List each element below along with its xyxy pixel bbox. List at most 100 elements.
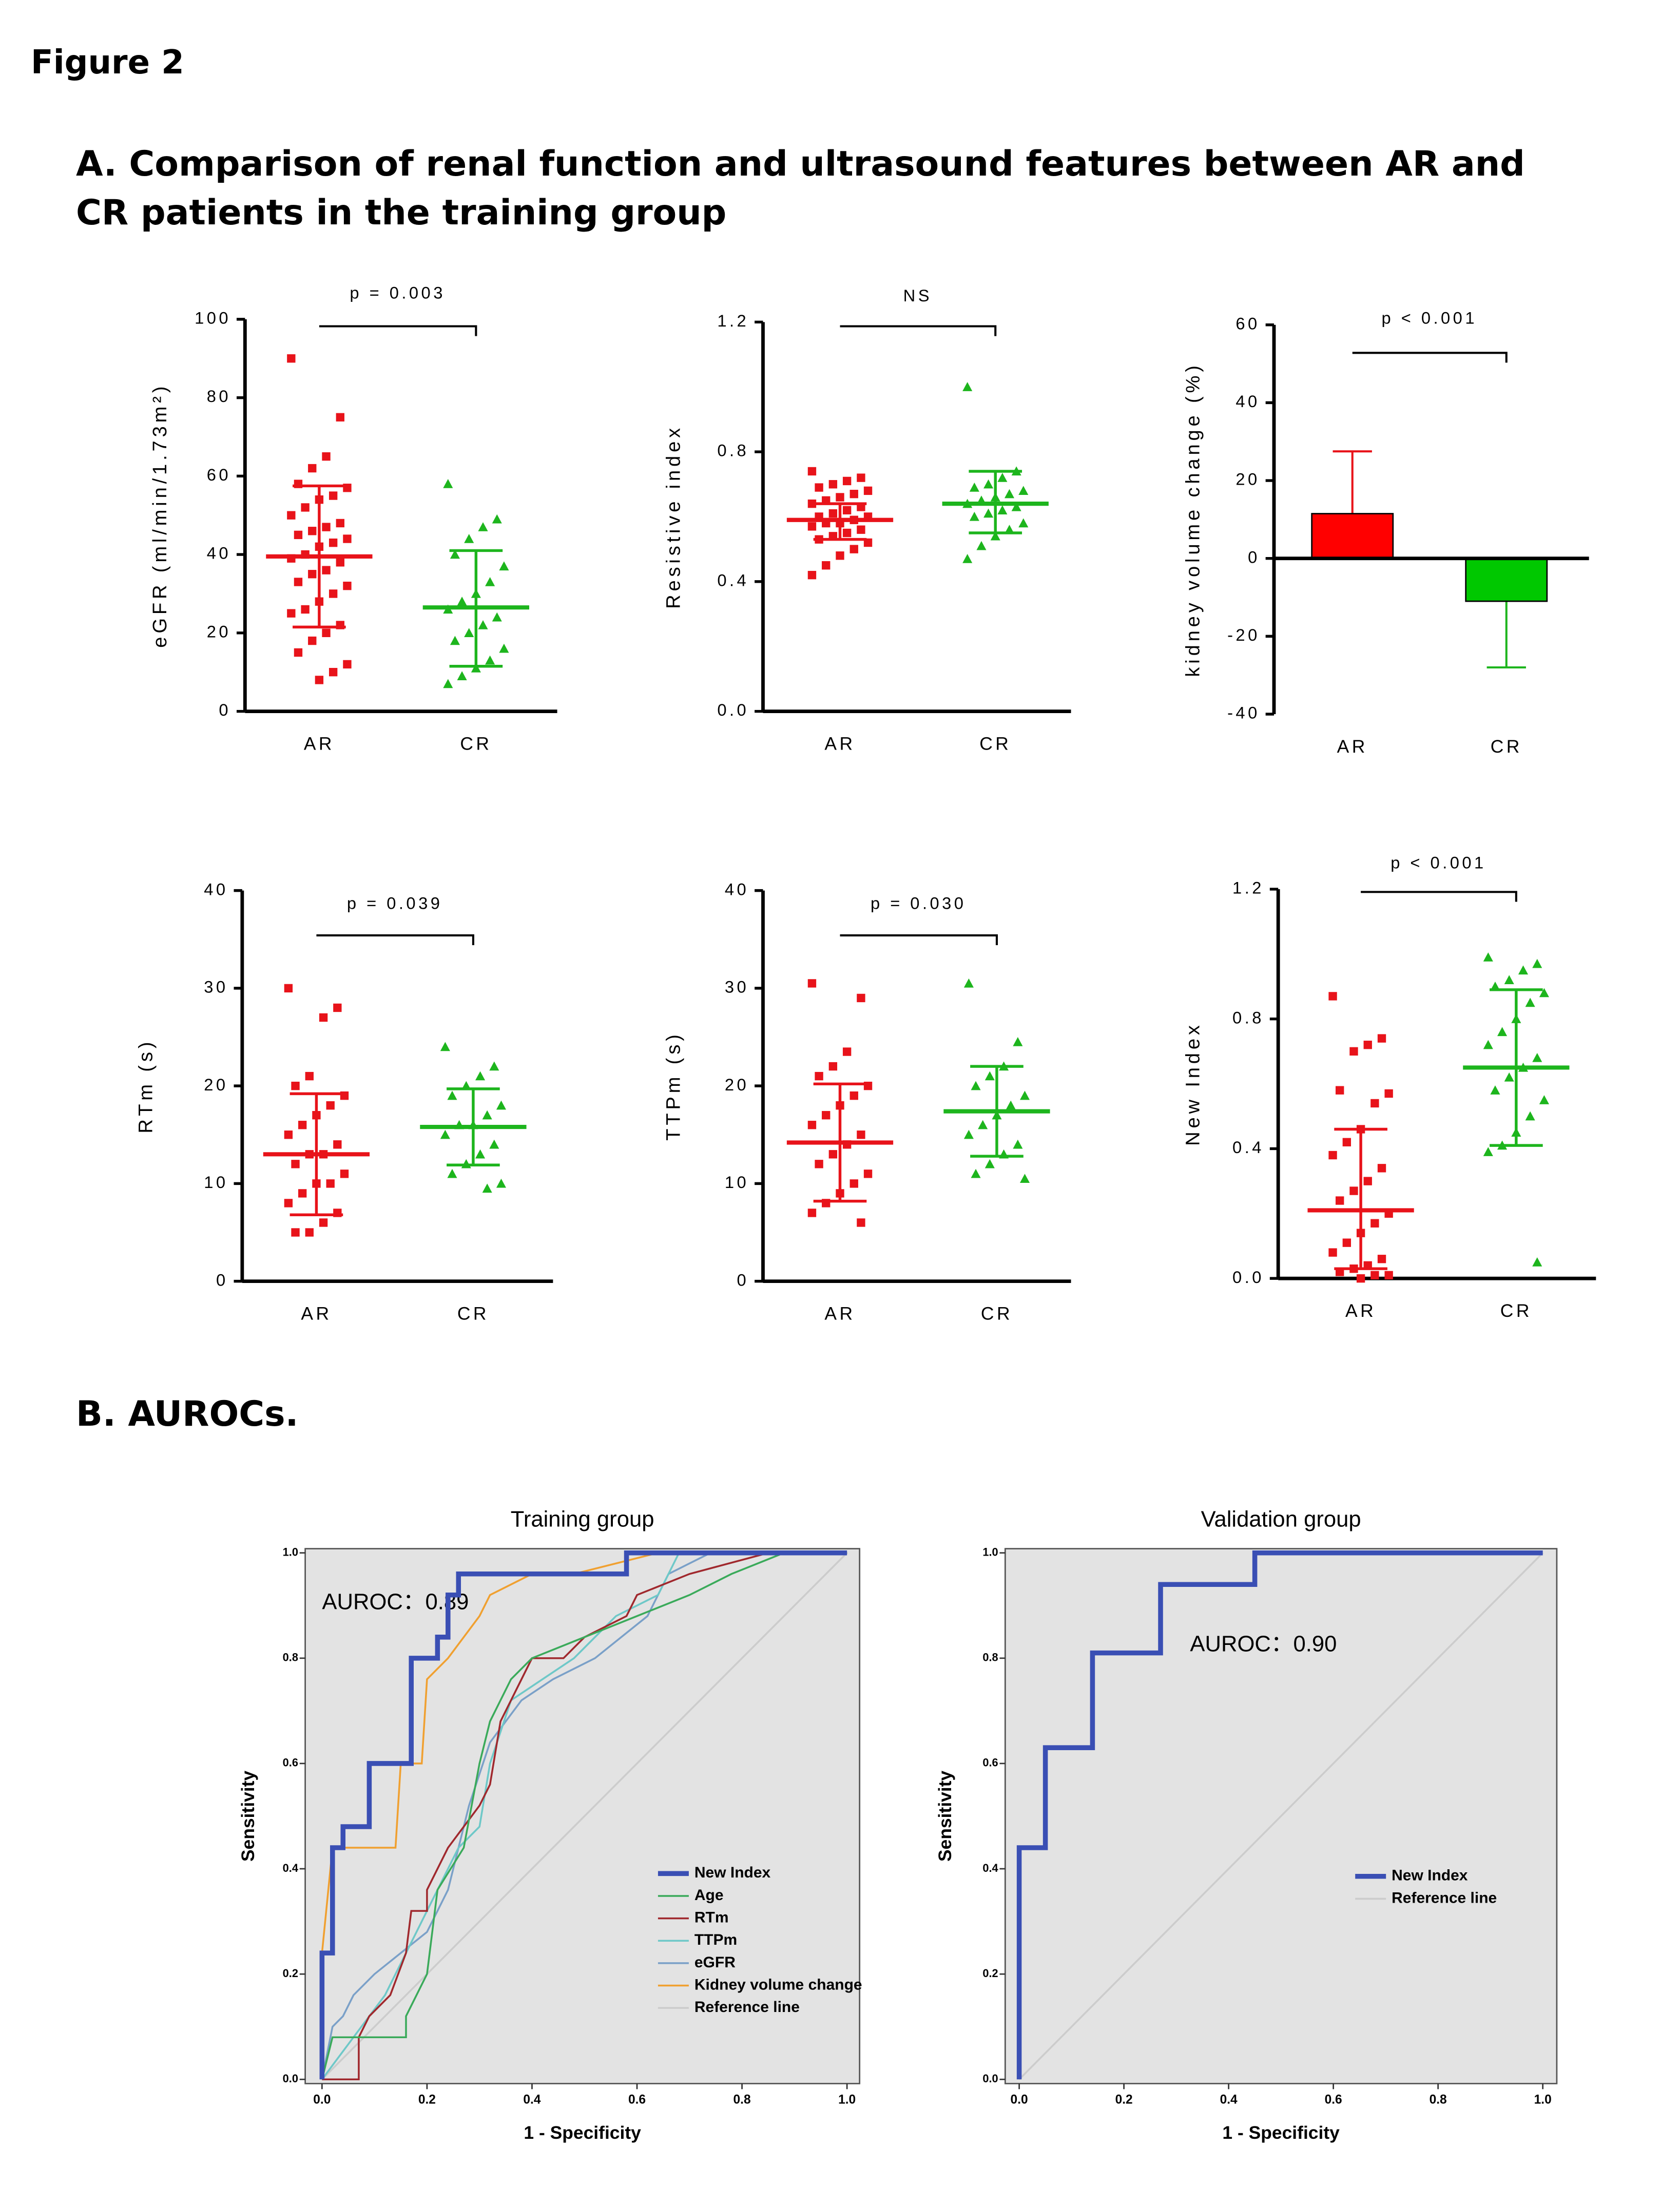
annotation: p = 0.039 bbox=[347, 894, 442, 913]
point bbox=[322, 452, 331, 461]
point bbox=[1490, 1085, 1500, 1095]
x-tick-label: CR bbox=[1500, 1300, 1532, 1321]
point bbox=[447, 1090, 457, 1100]
point bbox=[969, 511, 979, 521]
point bbox=[807, 467, 817, 476]
point bbox=[284, 984, 293, 993]
point bbox=[305, 1071, 314, 1081]
point bbox=[329, 589, 338, 598]
roc-curve bbox=[321, 1552, 848, 2080]
x-tick-label: CR bbox=[1491, 736, 1522, 757]
x-tick-label: 0.8 bbox=[1430, 2093, 1447, 2107]
bar bbox=[1465, 558, 1548, 602]
point bbox=[329, 667, 338, 677]
point bbox=[326, 1101, 335, 1110]
point bbox=[962, 554, 973, 563]
y-tick-label: 0.6 bbox=[283, 1756, 298, 1769]
y-tick-label: 0 bbox=[216, 1270, 228, 1289]
legend-label: Reference line bbox=[1392, 1889, 1497, 1906]
roc-curve bbox=[319, 1550, 847, 2080]
y-tick-label: 0.4 bbox=[717, 570, 749, 589]
y-axis-label: RTm (s) bbox=[134, 1039, 157, 1134]
point bbox=[475, 1149, 486, 1159]
point bbox=[1504, 1072, 1514, 1082]
section-a: A. Comparison of renal function and ultr… bbox=[76, 144, 1525, 233]
point bbox=[464, 628, 474, 637]
point bbox=[1356, 1274, 1365, 1283]
legend-label: Age bbox=[694, 1887, 724, 1904]
point bbox=[443, 679, 453, 688]
point bbox=[301, 605, 310, 614]
annotation: p < 0.001 bbox=[1382, 308, 1477, 327]
point bbox=[815, 483, 823, 492]
point bbox=[1497, 1027, 1508, 1037]
point bbox=[1525, 998, 1535, 1007]
y-tick-label: 0 bbox=[737, 1270, 749, 1289]
point bbox=[863, 1170, 873, 1178]
point bbox=[962, 382, 973, 391]
x-tick-label: 1.0 bbox=[1534, 2093, 1552, 2107]
point bbox=[990, 531, 1000, 541]
point bbox=[807, 522, 817, 531]
point bbox=[1349, 1047, 1358, 1056]
y-tick-label: 20 bbox=[1235, 470, 1260, 489]
point bbox=[857, 1218, 865, 1227]
point bbox=[1019, 1174, 1030, 1183]
point bbox=[1525, 1111, 1535, 1121]
point bbox=[1328, 1248, 1337, 1257]
y-tick-label: 100 bbox=[195, 308, 231, 327]
point bbox=[287, 354, 296, 363]
annotation: NS bbox=[903, 286, 932, 305]
point bbox=[822, 1111, 831, 1120]
point bbox=[450, 549, 460, 559]
y-tick-label: 0.8 bbox=[1232, 1008, 1264, 1027]
legend-label: Kidney volume change bbox=[694, 1976, 862, 1993]
point bbox=[863, 486, 873, 495]
x-tick-label: CR bbox=[979, 733, 1011, 754]
point bbox=[822, 561, 831, 570]
x-tick-label: 0.0 bbox=[1011, 2093, 1028, 2107]
point bbox=[322, 523, 331, 531]
point bbox=[815, 1071, 823, 1081]
point bbox=[1518, 965, 1529, 975]
annotation: AUROC：0.90 bbox=[1190, 1632, 1337, 1656]
x-tick-label: 0.8 bbox=[733, 2093, 751, 2107]
y-tick-label: 0 bbox=[1248, 547, 1260, 566]
y-tick-label: 0.2 bbox=[283, 1967, 298, 1980]
roc-curve bbox=[1016, 1550, 1543, 2080]
point bbox=[1328, 1151, 1337, 1160]
point bbox=[489, 1061, 499, 1071]
y-tick-label: -40 bbox=[1227, 703, 1260, 722]
point bbox=[315, 676, 324, 684]
point bbox=[305, 1228, 314, 1237]
y-tick-label: 20 bbox=[725, 1075, 749, 1094]
y-tick-label: 40 bbox=[204, 879, 228, 898]
point bbox=[997, 473, 1008, 482]
point bbox=[1336, 1196, 1344, 1205]
point bbox=[294, 578, 303, 586]
point bbox=[1370, 1271, 1379, 1280]
point bbox=[1370, 1099, 1379, 1108]
point bbox=[963, 978, 974, 988]
point bbox=[997, 505, 1008, 514]
point bbox=[984, 1159, 995, 1168]
point bbox=[849, 1091, 858, 1100]
point bbox=[1532, 1052, 1542, 1062]
x-tick-label: 0.4 bbox=[1220, 2093, 1238, 2107]
point bbox=[329, 538, 338, 547]
x-axis-label: 1 - Specificity bbox=[1222, 2122, 1340, 2143]
y-tick-label: 0.4 bbox=[283, 1862, 298, 1874]
legend-label: Reference line bbox=[694, 1999, 800, 2016]
legend-label: RTm bbox=[694, 1909, 729, 1926]
x-tick-label: 0.2 bbox=[1115, 2093, 1133, 2107]
y-tick-label: 0.4 bbox=[982, 1862, 998, 1874]
point bbox=[1342, 1138, 1351, 1146]
point bbox=[291, 1228, 300, 1237]
point bbox=[849, 490, 858, 499]
point bbox=[308, 570, 317, 579]
x-tick-label: CR bbox=[457, 1303, 489, 1324]
point bbox=[1363, 1177, 1372, 1185]
y-tick-label: 60 bbox=[1235, 314, 1260, 333]
annotation: p < 0.001 bbox=[1391, 853, 1486, 872]
y-tick-label: 0.0 bbox=[1232, 1268, 1264, 1287]
